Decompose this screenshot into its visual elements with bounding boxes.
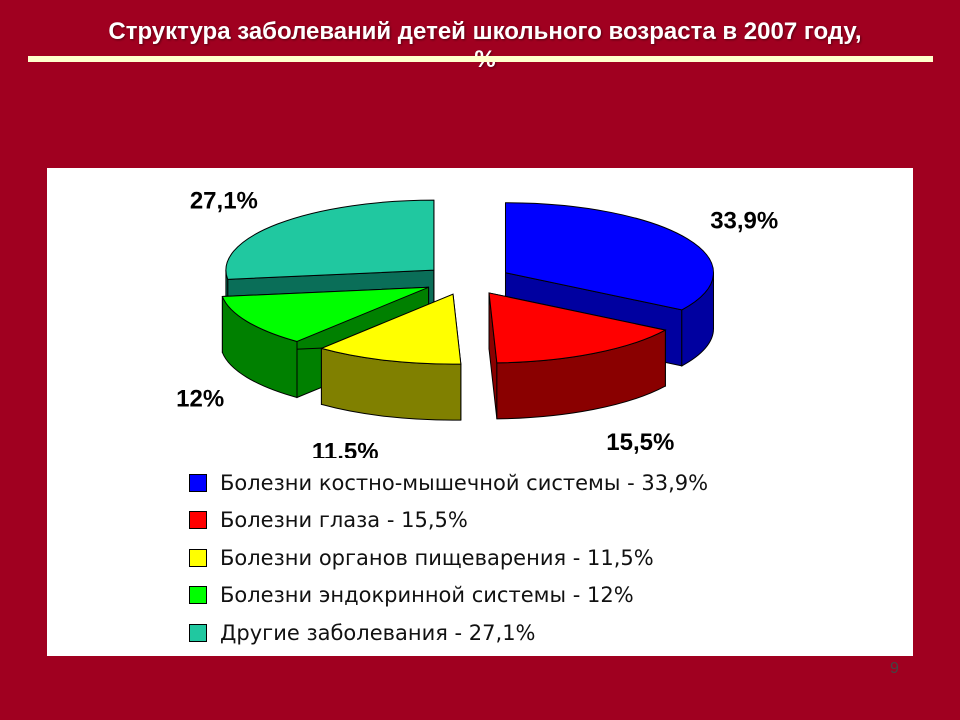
chart-legend: Болезни костно-мышечной системы - 33,9% … — [189, 464, 889, 652]
pie-slice-top — [225, 199, 435, 280]
pie-slice-top — [488, 292, 667, 364]
legend-item: Болезни костно-мышечной системы - 33,9% — [189, 464, 889, 502]
pie-slice-label: 11,5% — [312, 438, 379, 458]
page-number: 9 — [890, 660, 899, 677]
pie-slice-top — [221, 286, 429, 343]
legend-swatch — [189, 511, 207, 530]
legend-label: Болезни костно-мышечной системы - 33,9% — [220, 470, 709, 495]
slide-title: Структура заболеваний детей школьного во… — [40, 18, 930, 74]
pie-slice-label: 12% — [176, 385, 224, 412]
title-underline — [28, 56, 933, 62]
legend-item: Болезни глаза - 15,5% — [189, 502, 889, 540]
legend-item: Другие заболевания - 27,1% — [189, 614, 889, 652]
pie-slice-label: 27,1% — [190, 188, 258, 215]
slide-title-line1: Структура заболеваний детей школьного во… — [108, 18, 862, 45]
pie-slice-label: 33,9% — [710, 208, 778, 235]
legend-swatch — [189, 548, 207, 567]
legend-label: Другие заболевания - 27,1% — [220, 620, 536, 645]
legend-label: Болезни эндокринной системы - 12% — [220, 583, 634, 608]
legend-label: Болезни глаза - 15,5% — [220, 508, 468, 533]
pie-slice-label: 15,5% — [606, 429, 674, 456]
pie-slice-top — [319, 293, 462, 365]
legend-item: Болезни органов пищеварения - 11,5% — [189, 539, 889, 577]
pie-slice-top — [504, 202, 714, 311]
legend-label: Болезни органов пищеварения - 11,5% — [220, 545, 654, 570]
pie-slice — [319, 293, 462, 421]
legend-swatch — [189, 623, 207, 642]
pie-chart: 33,9% 15,5% 11,5% 12% 27,1% — [176, 188, 778, 458]
legend-swatch — [189, 473, 207, 492]
pie-slice — [488, 292, 667, 420]
legend-item: Болезни эндокринной системы - 12% — [189, 577, 889, 615]
chart-panel: 33,9% 15,5% 11,5% 12% 27,1% Болезни костно-м… — [47, 168, 913, 656]
legend-swatch — [189, 586, 207, 605]
